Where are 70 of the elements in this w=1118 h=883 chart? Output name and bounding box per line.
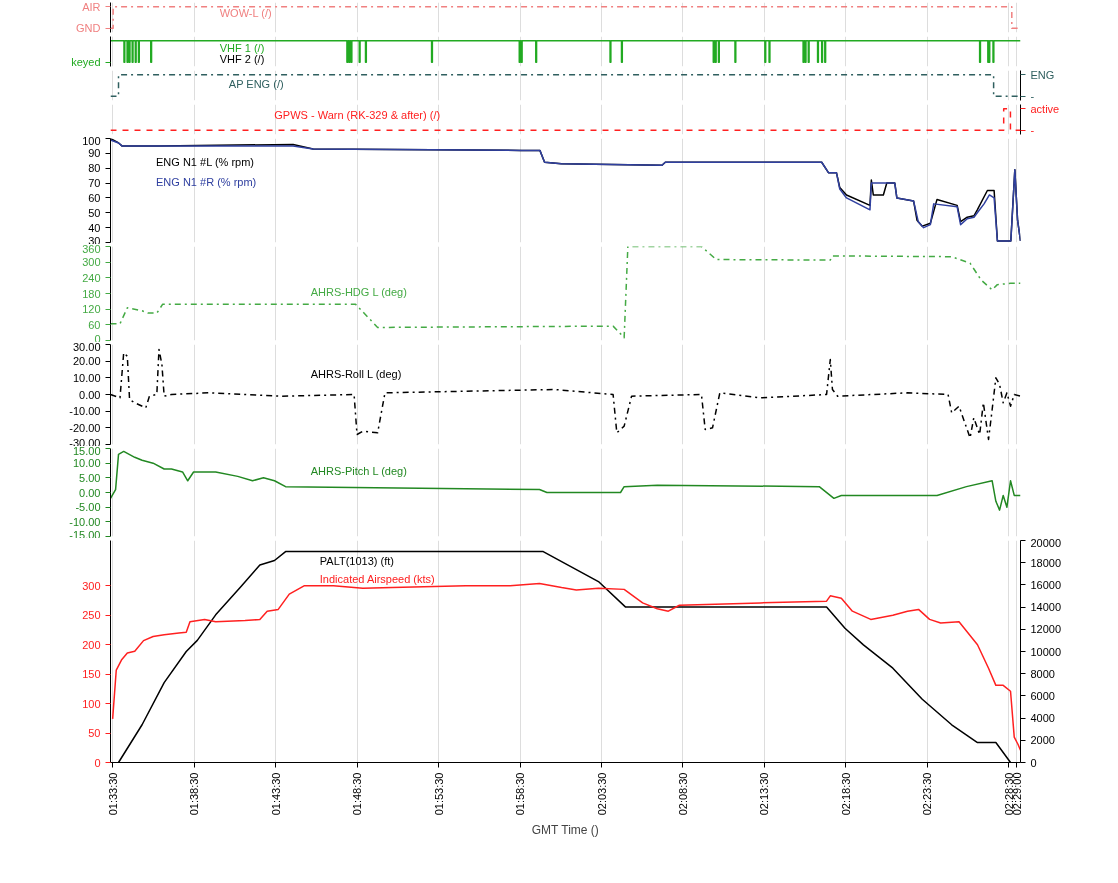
legend-label: VHF 2 (/) bbox=[219, 53, 265, 65]
y2-tick-label: 6000 bbox=[1030, 689, 1055, 702]
series-label: WOW-L (/) bbox=[219, 7, 272, 19]
y2-tick-label: 14000 bbox=[1030, 601, 1062, 614]
y-tick-label: 150 bbox=[82, 668, 101, 681]
y2-tick-label: 16000 bbox=[1030, 578, 1062, 591]
y-tick-label: 60 bbox=[88, 191, 101, 204]
y-tick-label: 40 bbox=[88, 221, 101, 234]
x-tick-label: 01:53:30 bbox=[432, 772, 445, 816]
series-label: AP ENG (/) bbox=[228, 78, 284, 90]
text: - bbox=[1030, 124, 1035, 137]
y2-tick-label: 10000 bbox=[1030, 645, 1062, 658]
x-tick-label: 01:33:30 bbox=[106, 772, 119, 816]
y-tick-label: 80 bbox=[88, 162, 101, 175]
x-tick-label: 02:03:30 bbox=[595, 772, 608, 816]
series-label: AHRS-Pitch L (deg) bbox=[310, 464, 407, 477]
y-tick-label: 240 bbox=[82, 271, 101, 284]
x-tick-label: 01:48:30 bbox=[351, 772, 364, 816]
series-label: AHRS-Roll L (deg) bbox=[310, 367, 402, 380]
y-tick-label: -20.00 bbox=[69, 421, 101, 434]
x-tick-label: 01:43:30 bbox=[269, 772, 282, 816]
series-label: AHRS-HDG L (deg) bbox=[310, 286, 407, 299]
y-tick-label: -10.00 bbox=[69, 405, 101, 418]
y2-tick-label: 0 bbox=[1030, 756, 1037, 769]
series-label: GPWS - Warn (RK-329 & after) (/) bbox=[274, 109, 441, 121]
y-tick-label: 10.00 bbox=[72, 371, 101, 384]
y-tick-label: 10.00 bbox=[72, 457, 101, 470]
y-tick-label: 250 bbox=[82, 609, 101, 622]
y2-tick-label: 18000 bbox=[1030, 556, 1062, 569]
x-tick-label: 02:23:30 bbox=[921, 772, 934, 816]
y-tick-label: 0.00 bbox=[79, 486, 101, 499]
y-tick-label: 50 bbox=[88, 206, 101, 219]
y-tick-label: 0.00 bbox=[79, 388, 101, 401]
y-tick-label: 100 bbox=[82, 697, 101, 710]
y-tick-label: 5.00 bbox=[79, 471, 101, 484]
text: - bbox=[1030, 90, 1035, 103]
x-tick-label: 01:38:30 bbox=[188, 772, 201, 816]
y2-tick-label: 12000 bbox=[1030, 623, 1062, 636]
y-tick-label: 90 bbox=[88, 147, 101, 160]
x-axis-title: GMT Time () bbox=[531, 823, 599, 838]
y-tick-label: 300 bbox=[82, 579, 101, 592]
series-label: Indicated Airspeed (kts) bbox=[319, 572, 435, 585]
y-tick-label: 70 bbox=[88, 177, 101, 190]
y-tick-label: 300 bbox=[82, 256, 101, 269]
y-tick-label: 60 bbox=[88, 318, 101, 331]
text: AIR bbox=[82, 0, 101, 13]
y2-tick-label: 2000 bbox=[1030, 734, 1055, 747]
y-tick-label: 120 bbox=[82, 303, 101, 316]
y-tick-label: 20.00 bbox=[72, 355, 101, 368]
x-tick-label: 01:58:30 bbox=[514, 772, 527, 816]
text: keyed bbox=[71, 56, 101, 69]
text: GND bbox=[76, 22, 101, 35]
text: ENG bbox=[1030, 68, 1055, 81]
y-tick-label: 180 bbox=[82, 287, 101, 300]
series-label: VHF 1 (/) bbox=[219, 41, 265, 54]
y2-tick-label: 4000 bbox=[1030, 712, 1055, 725]
y-tick-label: 0 bbox=[94, 756, 101, 769]
x-tick-label: 02:08:30 bbox=[676, 772, 689, 816]
series-label: PALT(1013) (ft) bbox=[319, 555, 394, 568]
y-tick-label: -15.00 bbox=[69, 528, 101, 541]
text: active bbox=[1030, 102, 1060, 115]
y-tick-label: 100 bbox=[82, 134, 101, 147]
y-tick-label: -5.00 bbox=[75, 501, 101, 514]
y-tick-label: -10.00 bbox=[69, 515, 101, 528]
y2-tick-label: 20000 bbox=[1030, 536, 1062, 549]
y2-tick-label: 8000 bbox=[1030, 667, 1055, 680]
y-tick-label: 50 bbox=[88, 727, 101, 740]
x-tick-label: 02:18:30 bbox=[839, 772, 852, 816]
x-tick-label: 02:13:30 bbox=[758, 772, 771, 816]
y-tick-label: 200 bbox=[82, 638, 101, 651]
